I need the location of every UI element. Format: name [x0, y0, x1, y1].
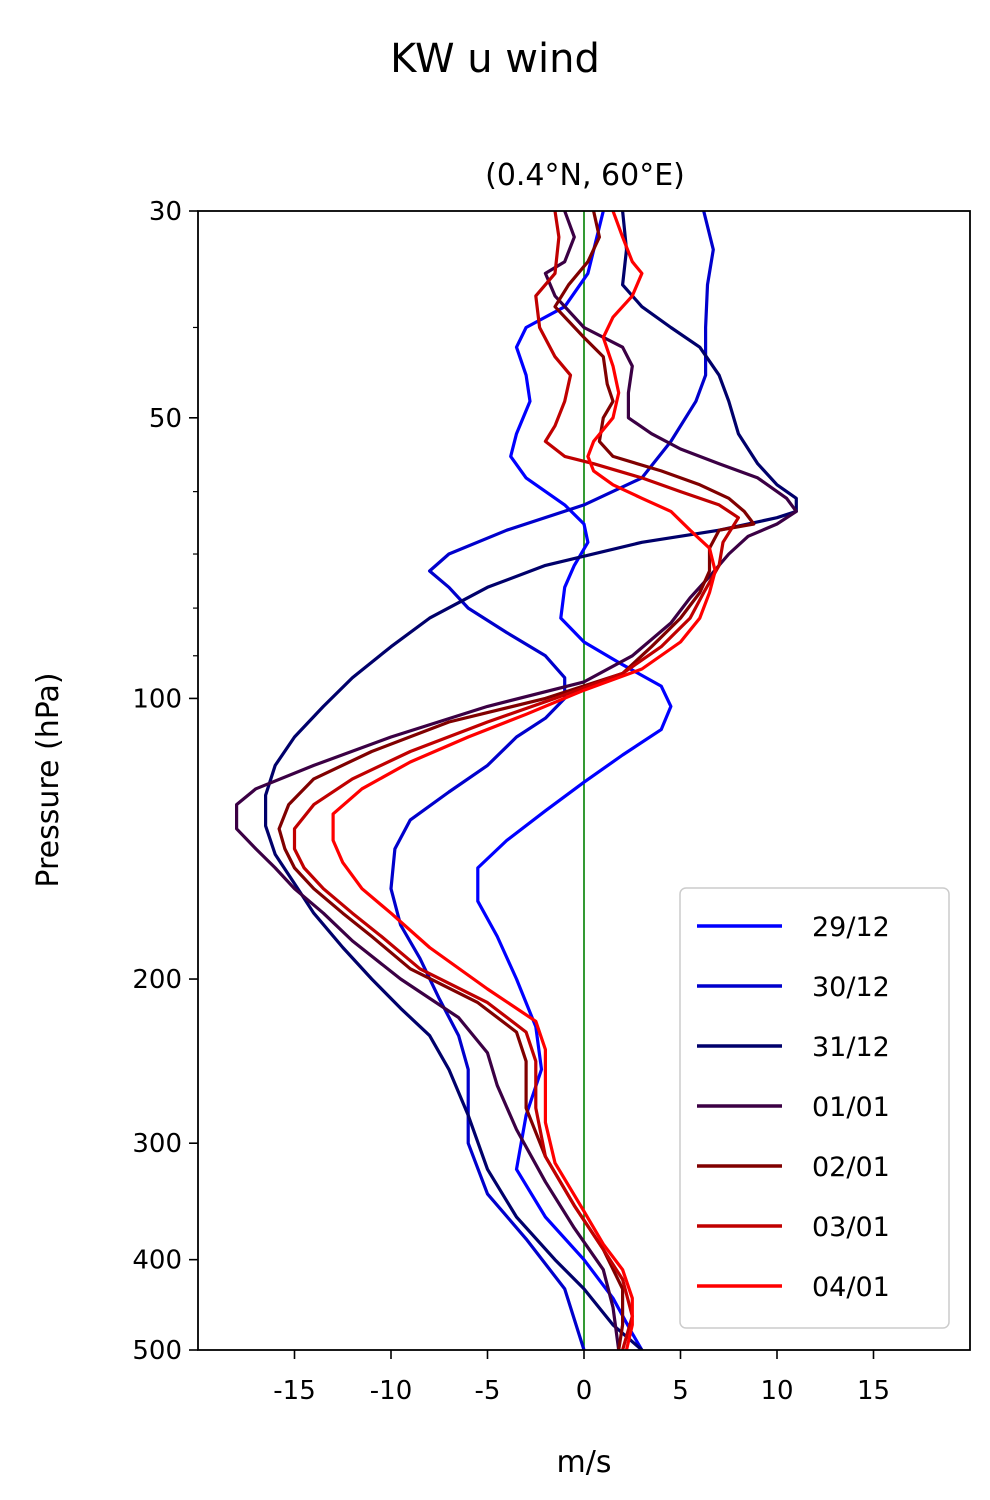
- y-tick-label: 50: [149, 404, 182, 434]
- x-tick-label: -5: [475, 1376, 501, 1406]
- chart-title: KW u wind: [390, 36, 600, 82]
- legend-label: 30/12: [812, 972, 890, 1003]
- series-line-04-01: [331, 211, 717, 1350]
- x-axis-label: m/s: [557, 1445, 612, 1480]
- x-tick-label: -10: [370, 1376, 412, 1406]
- y-axis: 30 50 100 200 300 400 500: [132, 197, 198, 1366]
- series-layer: [235, 211, 798, 1350]
- legend-label: 01/01: [812, 1092, 890, 1123]
- y-tick-label: 300: [132, 1129, 182, 1159]
- y-tick-label: 30: [149, 197, 182, 227]
- y-tick-label: 100: [132, 684, 182, 714]
- legend-label: 04/01: [812, 1272, 890, 1303]
- x-tick-label: 5: [672, 1376, 689, 1406]
- legend-label: 02/01: [812, 1152, 890, 1183]
- chart-subtitle: (0.4°N, 60°E): [485, 158, 685, 193]
- x-tick-label: 15: [857, 1376, 890, 1406]
- series-line-29-12: [476, 211, 673, 1350]
- x-axis: -15 -10 -5 0 5 10 15: [273, 1350, 890, 1406]
- y-axis-label: Pressure (hPa): [31, 672, 66, 887]
- series-line-03-01: [292, 211, 741, 1350]
- y-tick-label: 500: [132, 1336, 182, 1366]
- x-tick-label: 0: [576, 1376, 593, 1406]
- legend-label: 31/12: [812, 1032, 890, 1063]
- legend-label: 03/01: [812, 1212, 890, 1243]
- series-line-30-12: [389, 211, 715, 1350]
- series-line-01-01: [235, 211, 798, 1350]
- series-line-31-12: [264, 211, 798, 1350]
- series-line-02-01: [277, 211, 756, 1350]
- x-tick-label: 10: [760, 1376, 793, 1406]
- legend: 29/12 30/12 31/12 01/01 02/01 03/01 04/01: [679, 887, 950, 1329]
- y-tick-label: 200: [132, 965, 182, 995]
- legend-label: 29/12: [812, 912, 890, 943]
- y-tick-label: 400: [132, 1246, 182, 1276]
- legend-box: [679, 887, 950, 1329]
- x-tick-label: -15: [273, 1376, 315, 1406]
